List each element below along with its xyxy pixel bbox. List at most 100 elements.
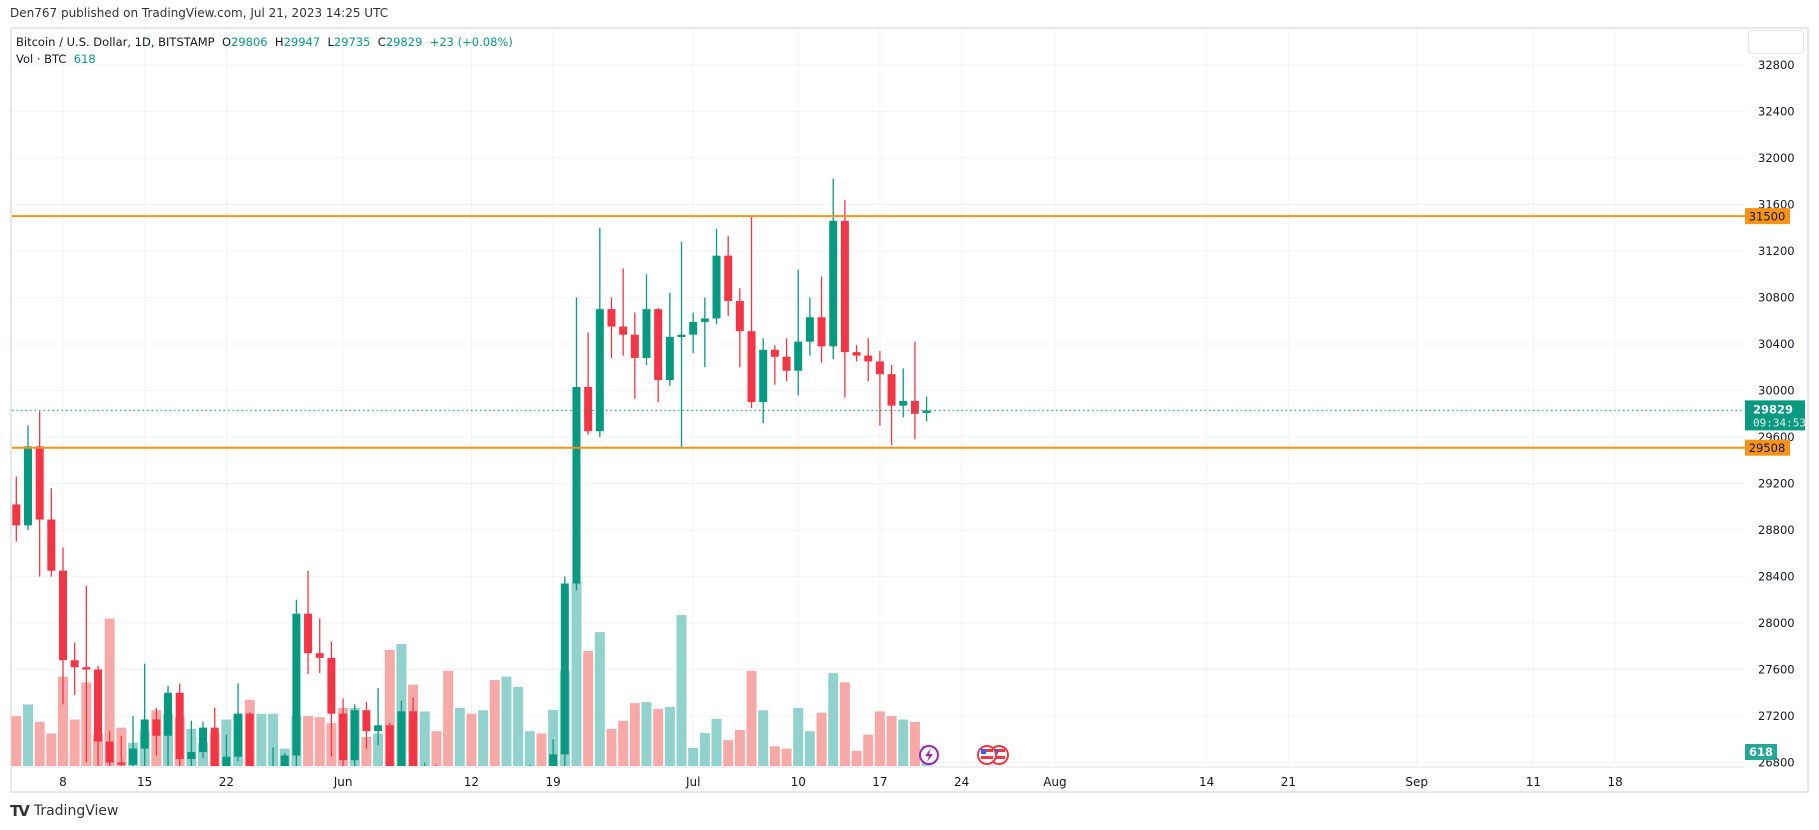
lightning-glyph [925,748,933,762]
x-tick-label: Aug [1043,775,1066,789]
candle-body [852,352,861,356]
flag-stripe [981,756,993,759]
y-tick-label: 27200 [1758,709,1795,723]
last-price-tag [1745,400,1805,431]
x-tick-label: Jun [333,775,353,789]
candle-body [12,504,21,526]
volume-bar [606,728,617,766]
volume-bar [781,748,792,766]
volume-bar [816,712,827,766]
candle-body [199,727,208,753]
candle-body [607,309,616,327]
published-caption: Den767 published on TradingView.com, Jul… [10,6,389,20]
close-label: C [377,35,386,49]
candle-body [829,220,838,347]
y-tick-label: 29200 [1758,477,1795,491]
candle-body [339,713,348,761]
volume-bar [69,719,80,766]
candle-body [805,317,814,342]
candle-body [747,331,756,403]
candle-body [385,725,394,766]
candle-body [59,570,67,661]
candle-body [700,318,709,322]
volume-bar [431,731,442,766]
candle-body [140,719,149,749]
candle-body [549,754,558,766]
price-axis-settings-button[interactable] [1748,30,1804,54]
y-tick-label: 31600 [1758,198,1795,212]
brand-name: TradingView [33,803,119,819]
x-tick-label: 14 [1199,775,1214,789]
y-tick-label: 30400 [1758,337,1795,351]
x-tick-label: 24 [954,775,969,789]
volume-bar [828,673,839,766]
last-volume-tag [1745,744,1777,760]
x-tick-label: 18 [1607,775,1622,789]
volume-bar [454,707,465,766]
candle-body [630,334,639,358]
x-tick-label: Sep [1405,775,1428,789]
x-tick-label: 15 [137,775,152,789]
candle-body [374,725,383,732]
flag-stripe [993,749,1005,752]
candle-body [234,713,243,757]
x-tick-label: 22 [219,775,234,789]
volume-bar [641,702,652,766]
candle-body [782,356,791,371]
volume-bar [769,746,780,766]
last-volume-label: 618 [1749,745,1773,759]
volume-bar [501,676,512,766]
candle-body [175,692,184,760]
volume-bar [699,733,710,766]
symbol-title[interactable]: Bitcoin / U.S. Dollar, 1D, BITSTAMP [16,35,215,49]
volume-bar [373,733,384,766]
volume-bar [898,719,909,766]
y-tick-label: 28800 [1758,523,1795,537]
candle-body [910,400,919,414]
tradingview-logo-icon: TV [10,802,30,820]
volume-bar [443,670,454,766]
candle-body [922,410,931,414]
volume-bar [583,651,594,766]
volume-bar [22,704,33,766]
candle-body [759,349,768,403]
volume-bar [629,703,640,766]
us-flag-event-icon[interactable] [977,745,997,765]
volume-bar [618,720,629,766]
volume-bar [653,708,664,766]
change-value: +23 (+0.08%) [429,35,513,49]
candle-body [794,341,803,371]
volume-bar [256,713,267,766]
candle-body [210,727,219,766]
y-tick-label: 30000 [1758,384,1795,398]
volume-bar [874,711,885,766]
volume-bar [419,711,430,766]
open-label: O [221,35,231,49]
candle-body [665,337,674,381]
y-tick-label: 32400 [1758,105,1795,119]
volume-bar [524,731,535,766]
candle-body [152,719,161,736]
candle-body [129,748,138,765]
volume-bar [314,717,325,766]
candle-body [689,321,698,335]
chart-legend: Bitcoin / U.S. Dollar, 1D, BITSTAMP O298… [16,34,513,68]
volume-bar [851,750,862,766]
candle-body [70,660,79,668]
candle-body [677,334,686,338]
candle-body [292,613,301,756]
candle-body [864,355,873,362]
candle-body [584,387,593,432]
candle-body [304,613,313,654]
volume-bar [594,632,605,766]
open-value: 29806 [231,35,268,49]
candle-body [840,220,849,353]
volume-bar [839,682,850,766]
candle-body [82,667,91,670]
x-tick-label: 10 [791,775,806,789]
level-price-tag [1745,208,1790,225]
candle-body [280,755,289,766]
level-price-label: 31500 [1749,210,1786,224]
volume-bar [489,680,500,766]
